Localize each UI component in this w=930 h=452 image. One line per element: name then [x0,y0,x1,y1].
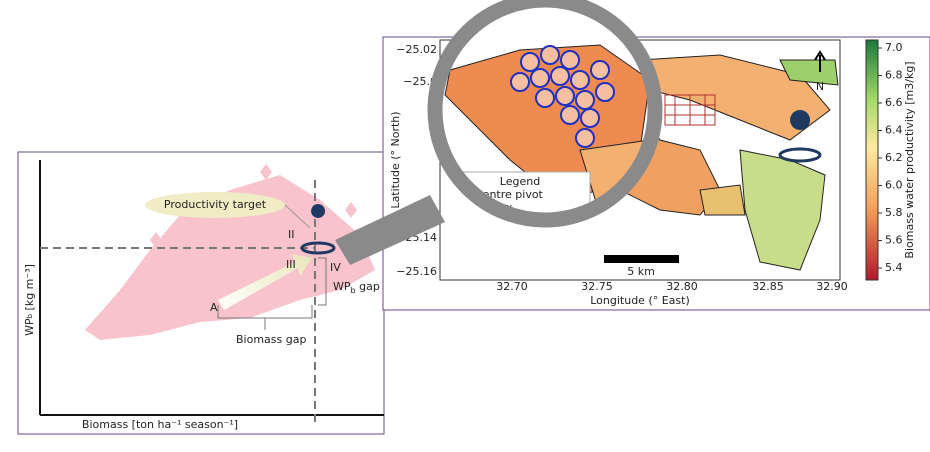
colorbar-tick-label: 5.4 [885,261,903,274]
colorbar-tick-label: 7.0 [885,41,903,54]
y-tick-label: −25.02 [396,43,437,56]
colorbar-tick-label: 6.2 [885,151,903,164]
gap-label: WPb gap [333,280,380,295]
centre-pivot [555,86,575,106]
colorbar-tick-label: 5.8 [885,206,903,219]
centre-pivot [510,72,530,92]
left-panel: Productivity target II III IV A Biomass … [17,151,385,435]
centre-pivot [550,66,570,86]
centre-pivot [575,128,595,148]
centre-pivot [595,82,615,102]
magnifier-handle [335,195,445,265]
magnifier: Legend Centre pivot Furrow Mixed irrigat… [335,0,663,265]
field [779,59,839,86]
arrow [218,254,312,310]
pin [311,204,326,232]
colorbar-tick-label: 5.6 [885,234,903,247]
zone-label: II [288,228,295,241]
centre-pivot [575,90,595,110]
x-tick-label: 32.75 [581,280,613,293]
y-axis-label: WPb [kg m⁻³] [23,264,36,336]
zone-label: III [286,258,296,271]
colorbar-tick-label: 6.6 [885,96,903,109]
x-tick-label: 32.85 [752,280,784,293]
colorbar-tick-label: 6.8 [885,69,903,82]
x-tick-label: 32.70 [496,280,528,293]
field [639,54,831,141]
pin [790,110,811,150]
centre-pivot [580,108,600,128]
zone-label: IV [330,261,341,274]
scale-bar [604,255,679,263]
x-tick-label: 32.80 [666,280,698,293]
north-label: N [816,80,824,93]
colorbar-tick-label: 6.0 [885,179,903,192]
pin-ring [300,241,336,255]
magnifier-ring [427,0,663,228]
colorbar-tick-label: 6.4 [885,124,903,137]
scale-label: 5 km [627,265,655,278]
x-axis-label: Longitude (° East) [590,294,690,307]
centre-pivot [520,52,540,72]
y-axis-label: Latitude (° North) [389,111,402,208]
colorbar [865,39,879,281]
field [739,149,826,271]
x-tick-label: 32.90 [816,280,848,293]
y-tick-label: −25.0 [403,75,437,88]
scatter-cloud [85,175,375,340]
y-tick-label: −25.16 [396,265,437,278]
centre-pivot [540,45,560,65]
pin-ring [778,147,822,163]
legend-label: Centre pivot [475,188,544,201]
field [699,184,746,216]
colorbar-label: Biomass water productivity [m3/kg] [903,61,916,258]
centre-pivot [560,105,580,125]
bracket [217,305,313,330]
pointer [284,204,311,229]
centre-pivot [530,68,550,88]
centre-pivot [590,60,610,80]
legend-title: Legend [500,175,540,188]
target-label: Productivity target [164,198,267,211]
target-bubble [145,192,285,218]
gap-label: Biomass gap [236,333,306,346]
bracket [318,257,327,306]
centre-pivot [535,88,555,108]
furrow-grid [664,94,716,126]
point-label: A [210,301,218,314]
centre-pivot [560,50,580,70]
x-axis-label: Biomass [ton ha⁻¹ season⁻¹] [82,418,238,431]
centre-pivot [570,70,590,90]
north-arrow [814,50,826,72]
